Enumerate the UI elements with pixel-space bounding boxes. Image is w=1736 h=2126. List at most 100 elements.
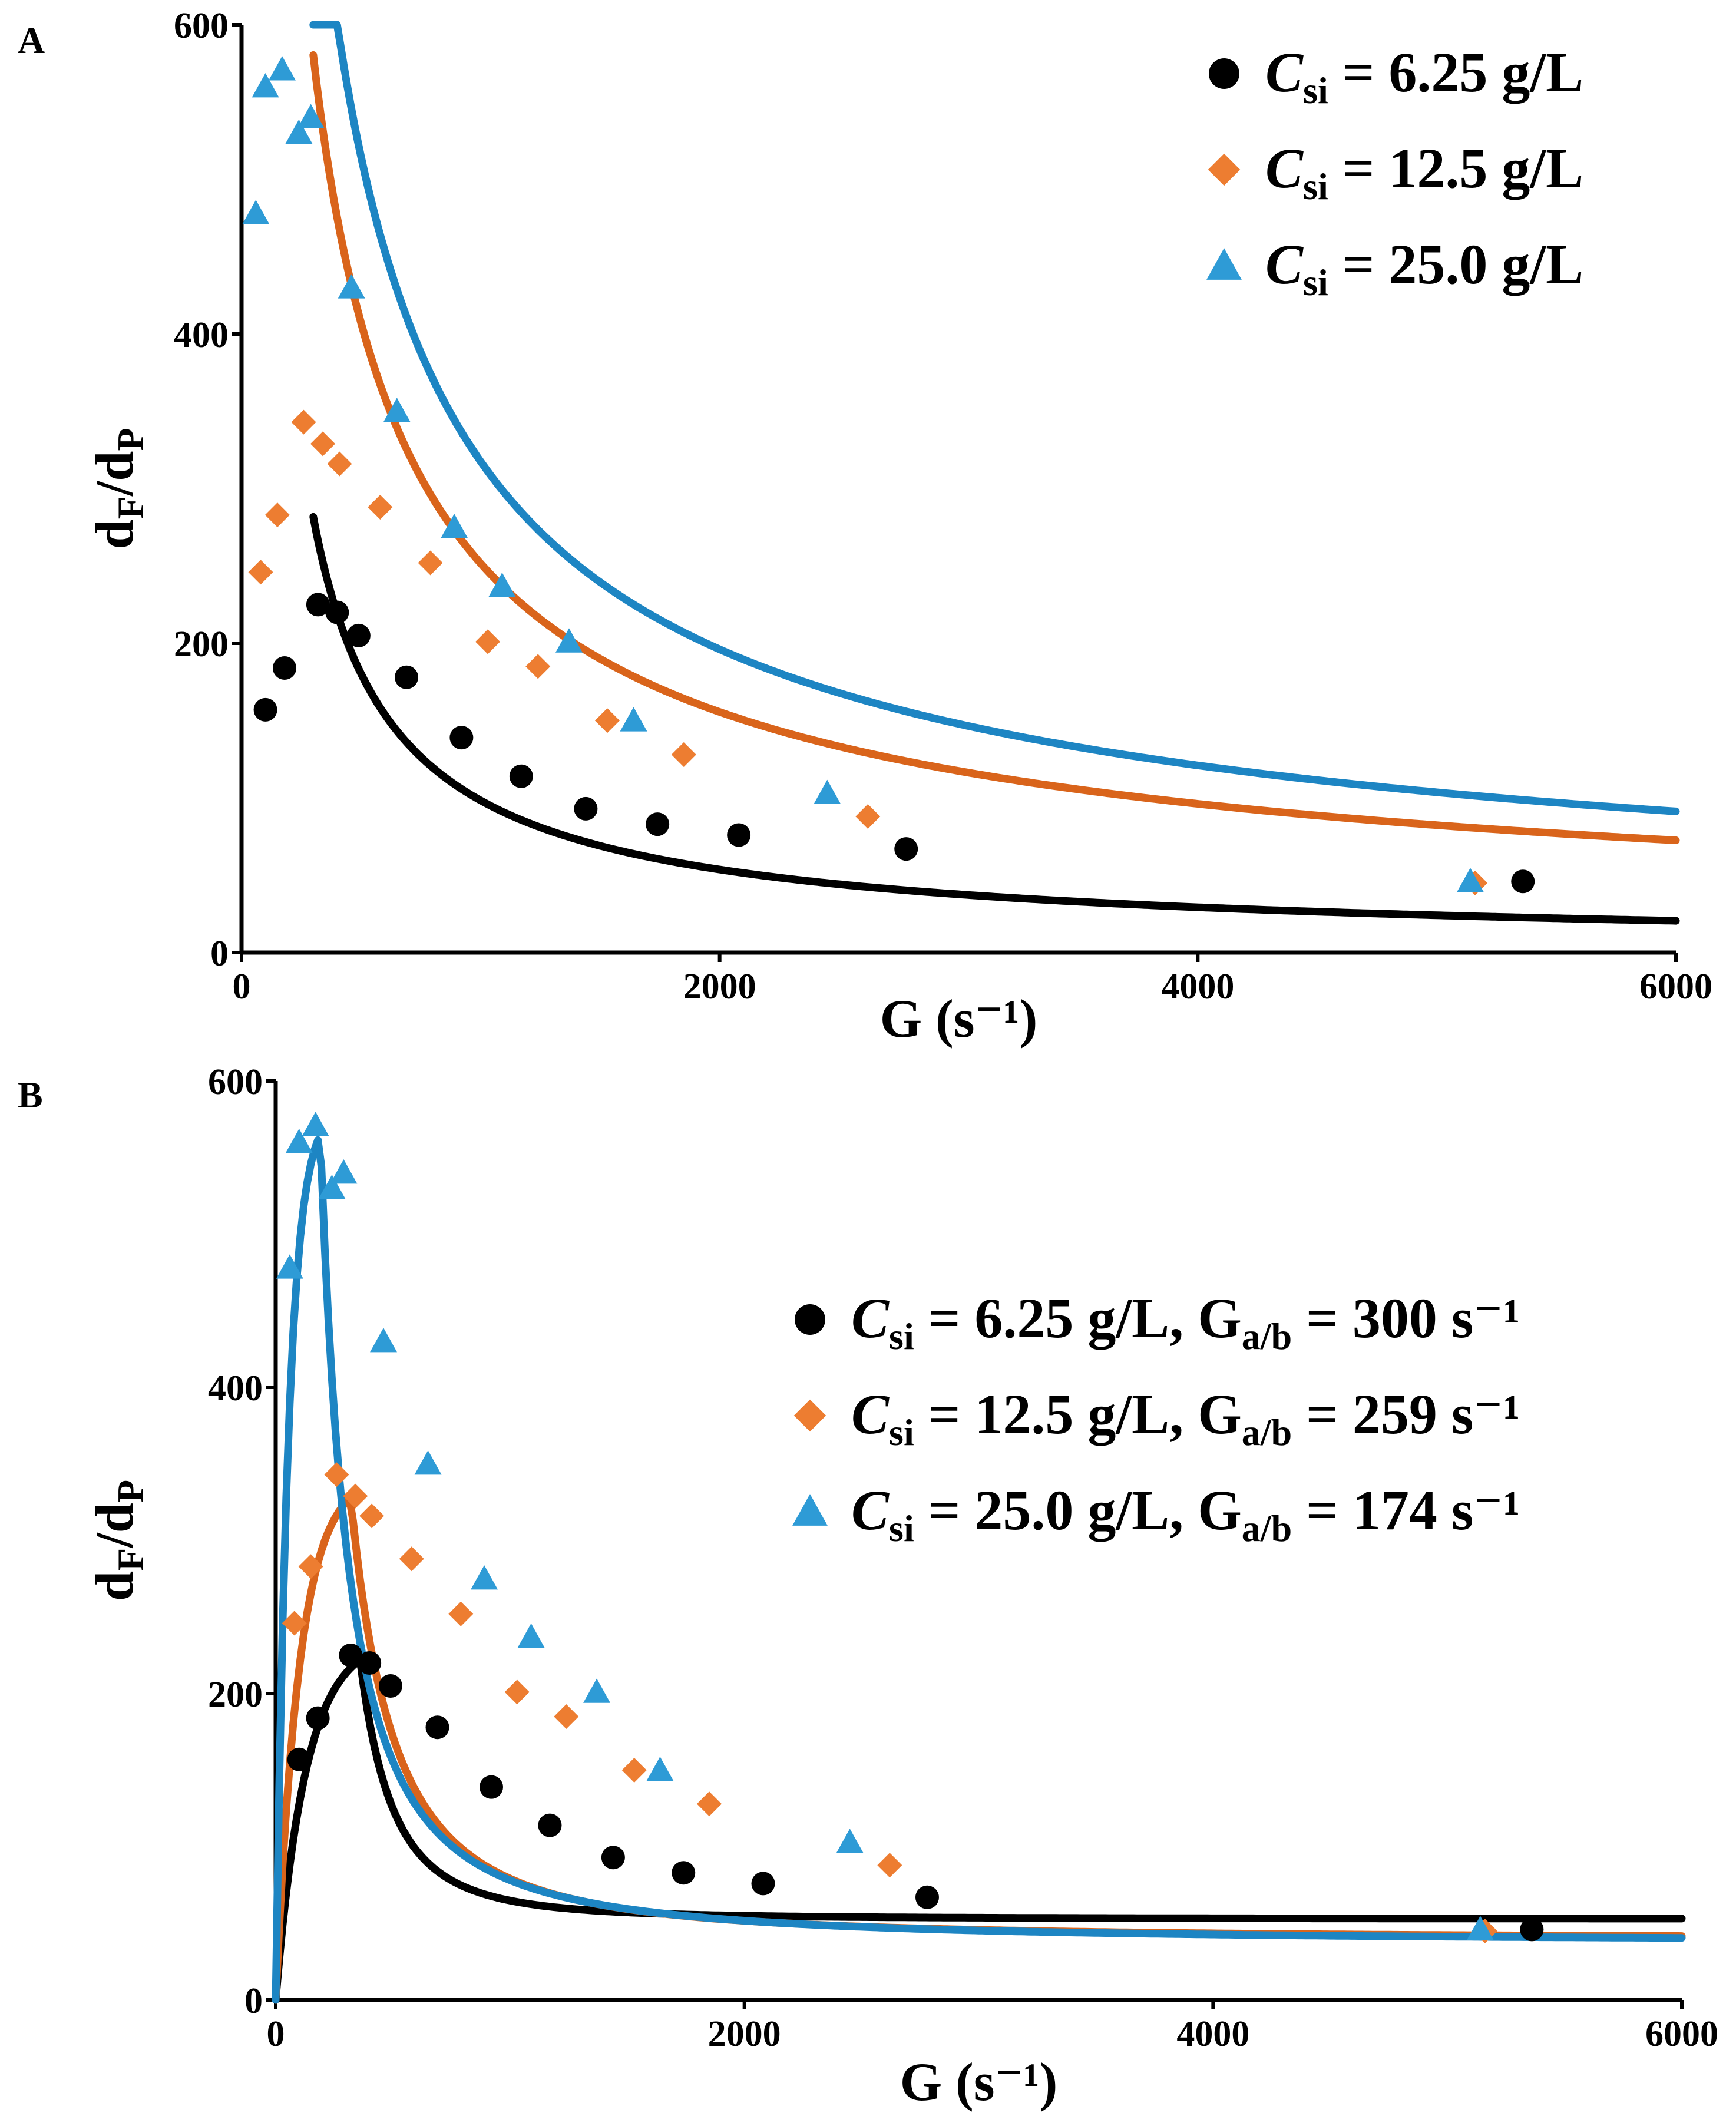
y-tick-label: 600	[174, 6, 229, 46]
data-point-series-3	[1466, 1916, 1494, 1940]
legend-g: G	[1183, 1479, 1242, 1542]
y-axis-title-slash-d: /d	[84, 451, 144, 497]
data-point-series-3	[370, 1328, 398, 1353]
data-point-series-2	[621, 1758, 647, 1783]
legend-label-series-2: Csi = 12.5 g/L	[1265, 137, 1583, 207]
data-point-series-1	[325, 600, 349, 624]
legend-marker-series-3	[792, 1494, 828, 1526]
fit-curve-series-1	[272, 1656, 1686, 2004]
legend-value: = 6.25 g/L	[1328, 41, 1583, 104]
data-point-series-3	[330, 1159, 358, 1184]
data-point-series-2	[399, 1546, 424, 1572]
legend-label-series-3: Csi = 25.0 g/L	[1265, 233, 1583, 303]
data-point-series-2	[418, 550, 443, 576]
data-point-series-1	[273, 656, 297, 680]
data-point-series-1	[646, 812, 670, 836]
y-axis-title-sub-f: F	[110, 496, 151, 519]
legend-var: C	[851, 1479, 890, 1542]
data-point-series-1	[395, 665, 419, 689]
data-point-series-2	[298, 1554, 323, 1579]
data-point-series-1	[574, 796, 598, 821]
data-point-series-1	[449, 726, 474, 750]
legend-label-series-3: Csi = 25.0 g/L, Ga/b = 174 s⁻¹	[851, 1479, 1520, 1549]
data-point-series-3	[814, 779, 841, 805]
legend-sub: si	[889, 1507, 914, 1549]
y-axis-title-sub-p: P	[110, 1480, 151, 1503]
data-point-series-3	[620, 707, 647, 732]
legend-value: = 12.5 g/L,	[914, 1383, 1183, 1446]
legend-value: = 12.5 g/L	[1328, 137, 1583, 200]
data-point-series-3	[252, 73, 279, 98]
data-point-series-3	[285, 1129, 313, 1153]
data-point-series-2	[525, 654, 551, 679]
data-point-series-3	[242, 200, 270, 224]
x-tick-label: 6000	[1645, 2014, 1718, 2054]
legend-sub: si	[1303, 262, 1328, 303]
legend-label-series-1: Csi = 6.25 g/L, Ga/b = 300 s⁻¹	[851, 1287, 1520, 1357]
y-axis-title: dF/dP	[84, 1480, 151, 1601]
legend-value: = 25.0 g/L,	[914, 1479, 1183, 1542]
x-tick-label: 0	[267, 2014, 285, 2054]
legend-marker-series-2	[1208, 153, 1241, 186]
data-point-series-1	[253, 697, 277, 722]
y-tick-label: 200	[208, 1675, 263, 1715]
data-point-series-2	[877, 1853, 902, 1878]
x-tick-label: 4000	[1161, 967, 1234, 1007]
data-point-series-3	[836, 1829, 864, 1853]
legend-gvalue: = 174 s⁻¹	[1292, 1479, 1520, 1542]
data-point-series-2	[554, 1704, 579, 1729]
chart-panel-b: B 0 2000 4000 6000 0 200 400 600 G (s⁻¹) dF/dP Csi …	[18, 1062, 1718, 2112]
data-point-series-3	[414, 1450, 442, 1475]
data-point-series-2	[855, 804, 881, 829]
legend-gsub: a/b	[1242, 1507, 1292, 1549]
data-point-series-3	[555, 628, 583, 653]
data-point-series-3	[517, 1623, 545, 1648]
data-point-series-2	[504, 1679, 530, 1705]
legend-marker-series-3	[1206, 248, 1242, 280]
data-point-series-2	[282, 1611, 307, 1636]
legend-gsub: a/b	[1242, 1315, 1292, 1357]
data-point-series-1	[672, 1861, 696, 1885]
y-tick-label: 0	[210, 934, 229, 974]
data-point-series-1	[727, 823, 751, 847]
data-point-series-3	[1456, 868, 1484, 892]
data-point-series-1	[306, 1706, 330, 1730]
data-point-series-3	[268, 56, 296, 81]
fit-curve-series-3	[309, 21, 1680, 815]
data-point-series-2	[671, 742, 696, 767]
data-point-series-1	[751, 1872, 775, 1896]
data-point-series-1	[287, 1747, 311, 1771]
x-tick-label: 2000	[683, 967, 756, 1007]
fit-curve-series-3	[272, 1136, 1686, 2004]
y-axis-title-d: d	[84, 519, 144, 549]
legend-g: G	[1183, 1383, 1242, 1446]
x-tick-label: 0	[233, 967, 251, 1007]
y-axis-title: dF/dP	[84, 428, 151, 549]
data-point-series-1	[1520, 1917, 1544, 1942]
x-axis-title: G (s⁻¹)	[900, 2052, 1058, 2112]
data-point-series-1	[894, 837, 918, 861]
data-point-series-1	[1511, 869, 1535, 894]
legend-marker-series-1	[795, 1304, 825, 1335]
x-tick-label: 2000	[708, 2014, 781, 2054]
data-point-series-2	[368, 495, 393, 520]
legend-var: C	[851, 1383, 890, 1446]
legend-gsub: a/b	[1242, 1411, 1292, 1453]
y-tick-label: 200	[174, 624, 229, 664]
panel-label: B	[18, 1074, 43, 1116]
data-point-series-3	[297, 104, 325, 128]
panel-label: A	[18, 19, 45, 61]
data-point-series-2	[327, 451, 352, 477]
y-tick-label: 0	[244, 1981, 263, 2021]
data-point-series-3	[285, 119, 313, 144]
data-point-series-3	[583, 1678, 611, 1703]
data-point-series-2	[310, 431, 335, 457]
data-point-series-3	[383, 398, 411, 422]
chart-panel-a: A 0 2000 4000 6000 0 200 400 600 G (s⁻¹) dF/dP Csi …	[18, 6, 1712, 1049]
y-axis-title-sub-f: F	[110, 1548, 151, 1571]
data-point-series-2	[291, 409, 316, 435]
legend-var: C	[851, 1287, 890, 1350]
data-point-series-1	[358, 1651, 382, 1675]
data-point-series-3	[276, 1254, 303, 1279]
